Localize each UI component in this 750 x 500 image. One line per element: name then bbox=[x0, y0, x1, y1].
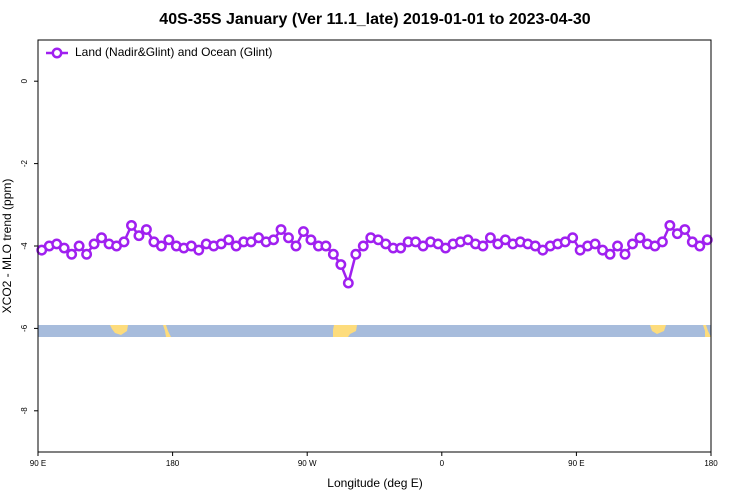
data-point bbox=[342, 277, 354, 289]
y-tick-label: -4 bbox=[20, 242, 29, 250]
data-point bbox=[73, 240, 85, 252]
data-point bbox=[298, 226, 309, 238]
data-point bbox=[66, 248, 78, 260]
data-point bbox=[283, 232, 294, 244]
chart-title: 40S-35S January (Ver 11.1_late) 2019-01-… bbox=[159, 11, 590, 28]
data-point bbox=[357, 240, 369, 252]
data-point bbox=[163, 234, 175, 246]
x-tick-label: 0 bbox=[440, 459, 445, 468]
data-point bbox=[320, 240, 332, 252]
legend-marker bbox=[51, 47, 63, 59]
y-tick-label: 0 bbox=[20, 78, 29, 83]
data-point bbox=[589, 238, 601, 250]
land bbox=[650, 325, 666, 334]
data-point bbox=[679, 224, 691, 235]
data-point bbox=[567, 232, 579, 244]
y-axis-label: XCO2 - MLO trend (ppm) bbox=[0, 179, 14, 314]
data-point bbox=[223, 234, 235, 246]
data-point bbox=[350, 248, 362, 260]
data-point bbox=[140, 224, 152, 235]
x-tick-label: 180 bbox=[704, 459, 718, 468]
data-point bbox=[268, 234, 279, 246]
plot-area bbox=[36, 219, 713, 289]
data-point bbox=[484, 232, 496, 244]
land-strip bbox=[38, 325, 711, 337]
land bbox=[163, 325, 171, 337]
data-point bbox=[327, 248, 339, 260]
data-point bbox=[118, 236, 130, 248]
data-point bbox=[275, 224, 287, 235]
data-point bbox=[96, 232, 108, 244]
x-tick-label: 180 bbox=[166, 459, 180, 468]
data-point bbox=[58, 242, 70, 254]
data-point bbox=[627, 238, 638, 250]
data-point bbox=[694, 240, 706, 252]
data-point bbox=[335, 259, 347, 270]
plot-frame bbox=[37, 39, 712, 453]
x-tick-label: 90 E bbox=[568, 459, 584, 468]
land bbox=[110, 325, 128, 335]
y-tick-label: -6 bbox=[20, 324, 29, 332]
data-point bbox=[604, 248, 616, 260]
data-point bbox=[395, 242, 407, 254]
data-point bbox=[88, 238, 100, 250]
land bbox=[703, 325, 711, 337]
data-point bbox=[619, 248, 631, 260]
x-tick-label: 90 W bbox=[298, 459, 317, 468]
x-tick-label: 90 E bbox=[30, 459, 46, 468]
data-point bbox=[634, 232, 646, 244]
data-point bbox=[155, 240, 167, 252]
data-point bbox=[664, 219, 676, 231]
data-point bbox=[701, 234, 713, 246]
data-point bbox=[612, 240, 623, 252]
land bbox=[333, 325, 357, 337]
data-point bbox=[305, 234, 317, 246]
data-point bbox=[133, 230, 145, 242]
x-axis-label: Longitude (deg E) bbox=[327, 476, 422, 490]
data-point bbox=[126, 219, 137, 231]
y-tick-label: -8 bbox=[20, 407, 29, 415]
legend-label: Land (Nadir&Glint) and Ocean (Glint) bbox=[75, 45, 272, 59]
data-point bbox=[193, 244, 205, 256]
data-point bbox=[477, 240, 489, 252]
data-point bbox=[656, 236, 668, 248]
data-point bbox=[290, 240, 302, 252]
ocean-band bbox=[38, 325, 711, 337]
data-point bbox=[81, 248, 93, 260]
y-tick-label: -2 bbox=[20, 159, 29, 167]
